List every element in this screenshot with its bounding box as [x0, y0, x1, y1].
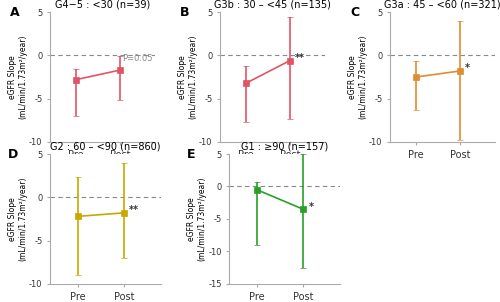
Y-axis label: eGFR Slope
(mL/min/1.73m²/year): eGFR Slope (mL/min/1.73m²/year) [188, 177, 207, 261]
Text: E: E [188, 148, 196, 161]
Text: A: A [10, 5, 20, 19]
Title: G3b : 30 – <45 (n=135): G3b : 30 – <45 (n=135) [214, 0, 331, 10]
Title: G4−5 : <30 (n=39): G4−5 : <30 (n=39) [55, 0, 150, 10]
Title: G1 : ≥90 (n=157): G1 : ≥90 (n=157) [241, 142, 328, 152]
Y-axis label: eGFR Slope
(mL/min/1.73m²/year): eGFR Slope (mL/min/1.73m²/year) [178, 35, 198, 119]
Y-axis label: eGFR Slope
(mL/min/1.73m²/year): eGFR Slope (mL/min/1.73m²/year) [8, 177, 28, 261]
Title: G2 : 60 – <90 (n=860): G2 : 60 – <90 (n=860) [50, 142, 160, 152]
Y-axis label: eGFR Slope
(mL/min/1.73m²/year): eGFR Slope (mL/min/1.73m²/year) [8, 35, 28, 119]
Title: G3a : 45 – <60 (n=321): G3a : 45 – <60 (n=321) [384, 0, 500, 10]
Text: B: B [180, 5, 190, 19]
Text: **: ** [130, 205, 140, 215]
Text: D: D [8, 148, 18, 161]
Y-axis label: eGFR Slope
(mL/min/1.73m²/year): eGFR Slope (mL/min/1.73m²/year) [348, 35, 368, 119]
Text: P=0.05: P=0.05 [122, 54, 152, 63]
Text: *: * [308, 202, 314, 212]
Text: C: C [350, 5, 360, 19]
Text: **: ** [295, 53, 305, 63]
Text: *: * [466, 63, 470, 73]
